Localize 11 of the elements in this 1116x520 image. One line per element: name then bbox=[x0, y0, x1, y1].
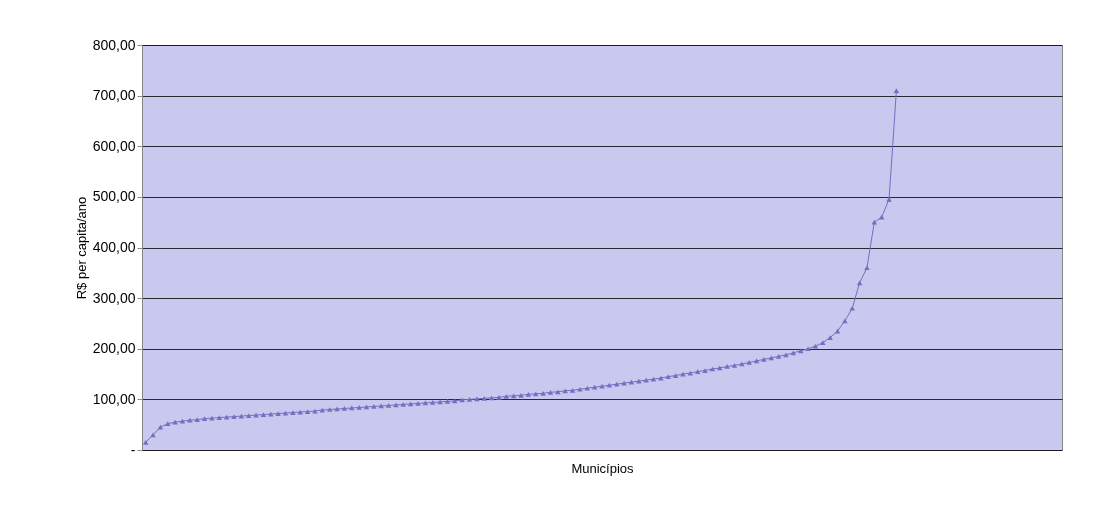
y-tick-label: 100,00 bbox=[92, 390, 136, 407]
y-tick-label: 300,00 bbox=[92, 289, 136, 306]
y-tick-label: - bbox=[130, 441, 136, 458]
y-tick-label: 800,00 bbox=[92, 36, 136, 53]
y-axis-title: R$ per capita/ano bbox=[73, 196, 89, 300]
y-tick-label: 600,00 bbox=[92, 137, 136, 154]
x-axis-title: Municípios bbox=[571, 460, 635, 476]
y-tick-label: 500,00 bbox=[92, 188, 136, 205]
y-tick-label: 400,00 bbox=[92, 239, 136, 255]
y-tick-label: 700,00 bbox=[92, 87, 136, 104]
y-tick-label: 200,00 bbox=[92, 340, 136, 357]
